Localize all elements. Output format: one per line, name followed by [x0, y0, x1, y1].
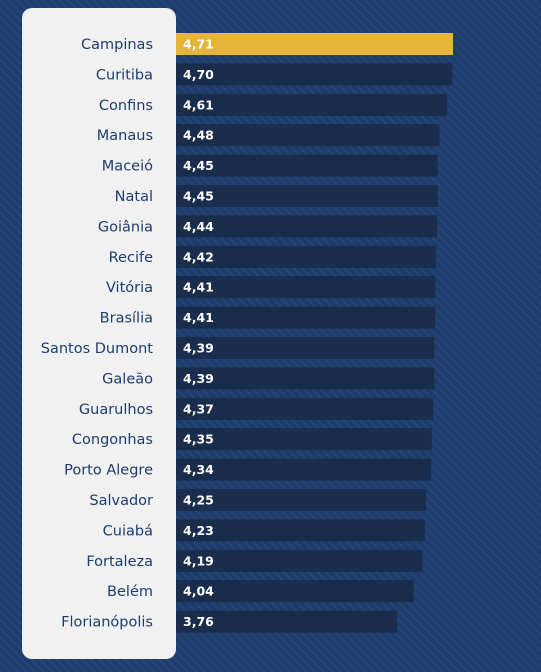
- value-label-13: 4,35: [183, 432, 214, 447]
- bar-13: [176, 428, 432, 451]
- bar-0: [176, 33, 453, 55]
- category-label-17: Fortaleza: [86, 554, 153, 570]
- bar-9: [176, 306, 436, 329]
- labels-panel: [22, 8, 176, 659]
- category-label-3: Manaus: [97, 128, 153, 144]
- value-label-15: 4,25: [183, 493, 214, 508]
- value-label-10: 4,39: [183, 341, 214, 356]
- value-label-16: 4,23: [183, 523, 214, 538]
- category-label-15: Salvador: [89, 493, 153, 509]
- category-label-14: Porto Alegre: [64, 463, 153, 479]
- category-label-2: Confins: [99, 98, 153, 114]
- value-label-6: 4,44: [183, 219, 214, 234]
- category-label-8: Vitória: [106, 280, 153, 296]
- value-label-3: 4,48: [183, 128, 214, 143]
- bar-6: [176, 215, 438, 238]
- category-label-19: Florianópolis: [61, 615, 153, 631]
- value-label-19: 3,76: [183, 614, 214, 629]
- value-label-18: 4,04: [183, 584, 214, 599]
- category-label-7: Recife: [109, 250, 153, 266]
- category-label-11: Galeão: [102, 371, 153, 387]
- value-label-4: 4,45: [183, 158, 214, 173]
- category-label-1: Curitiba: [96, 67, 153, 83]
- value-label-2: 4,61: [183, 97, 214, 112]
- bar-17: [176, 549, 423, 572]
- category-label-18: Belém: [107, 584, 153, 600]
- bar-11: [176, 367, 435, 390]
- bar-5: [176, 185, 438, 207]
- category-label-4: Maceió: [102, 159, 153, 175]
- bar-8: [176, 276, 436, 299]
- bar-16: [176, 519, 425, 542]
- bar-1: [176, 63, 453, 86]
- category-label-5: Natal: [115, 189, 153, 205]
- value-label-8: 4,41: [183, 280, 214, 295]
- category-label-12: Guarulhos: [79, 402, 153, 418]
- bar-7: [176, 245, 436, 268]
- category-label-6: Goiânia: [98, 219, 153, 235]
- category-label-9: Brasília: [100, 311, 153, 327]
- value-label-17: 4,19: [183, 553, 214, 568]
- value-label-1: 4,70: [183, 67, 214, 82]
- category-label-16: Cuiabá: [103, 523, 153, 539]
- value-label-14: 4,34: [183, 462, 214, 477]
- bar-3: [176, 124, 440, 147]
- bar-14: [176, 458, 432, 481]
- category-label-13: Congonhas: [72, 432, 153, 448]
- value-label-7: 4,42: [183, 249, 214, 264]
- bar-15: [176, 489, 426, 511]
- value-label-9: 4,41: [183, 310, 214, 325]
- value-label-12: 4,37: [183, 401, 214, 416]
- category-label-10: Santos Dumont: [41, 341, 154, 357]
- value-label-0: 4,71: [183, 37, 214, 52]
- category-label-0: Campinas: [81, 37, 153, 53]
- bar-10: [176, 337, 435, 359]
- bar-18: [176, 580, 414, 603]
- bar-19: [176, 610, 398, 633]
- value-label-11: 4,39: [183, 371, 214, 386]
- value-label-5: 4,45: [183, 189, 214, 204]
- bar-12: [176, 397, 434, 420]
- bar-2: [176, 93, 448, 116]
- bar-4: [176, 154, 438, 177]
